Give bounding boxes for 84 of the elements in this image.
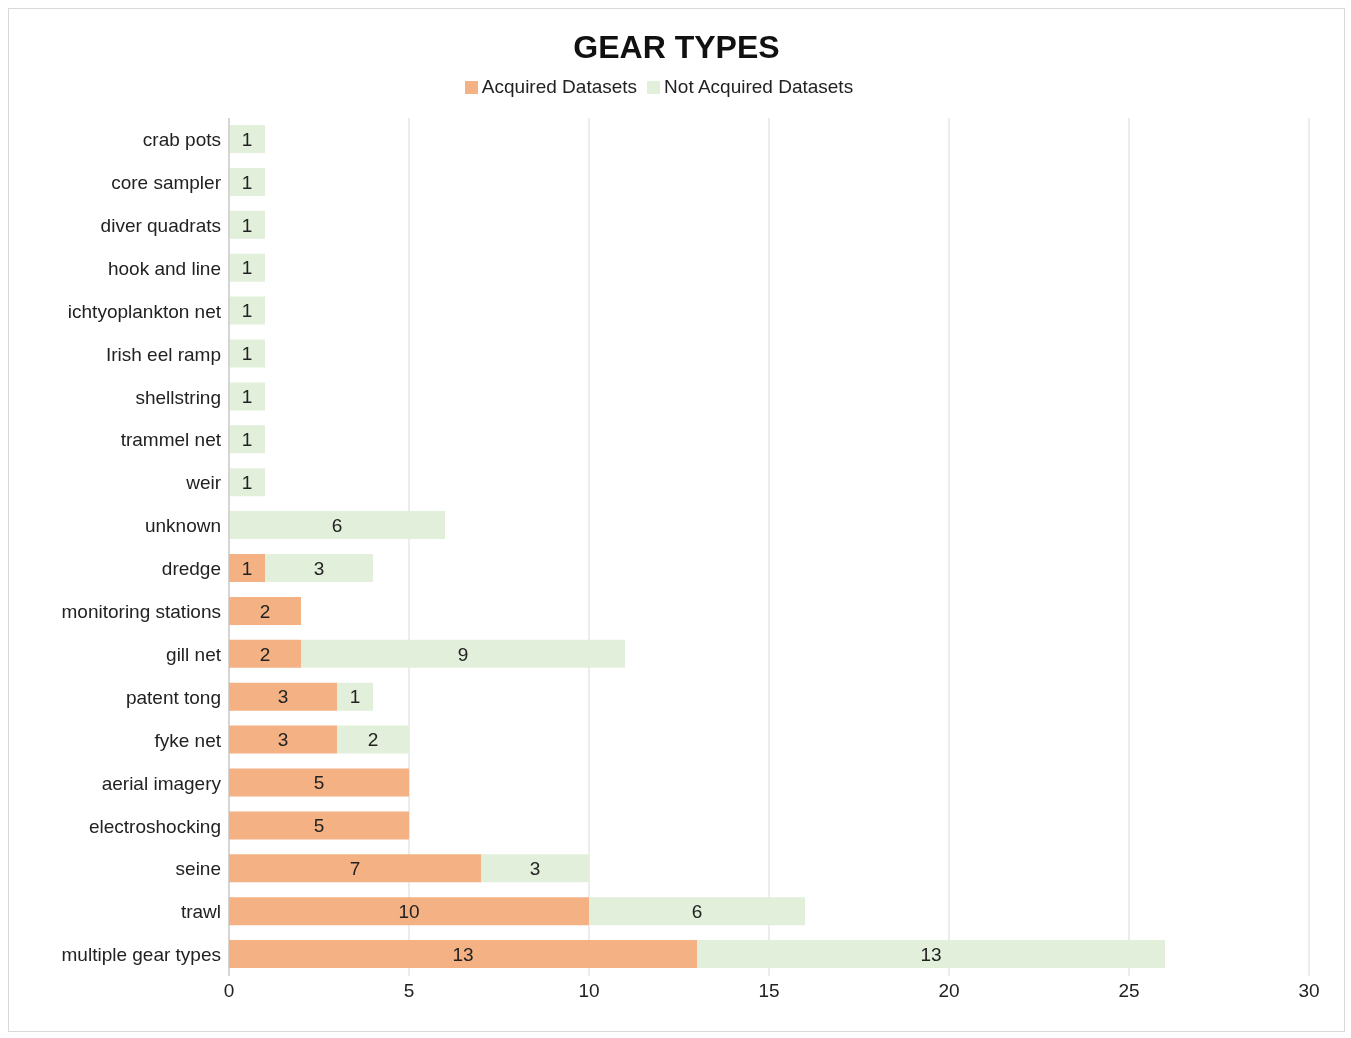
y-tick-label: aerial imagery [101,772,222,794]
y-tick-label: patent tong [125,686,221,708]
bar [481,854,589,883]
y-tick-label: dredge [161,558,221,580]
data-label: 10 [398,900,420,922]
data-label: 5 [313,772,325,794]
bar [229,167,265,196]
bar [229,768,409,797]
data-label: 1 [241,343,253,365]
bar [229,210,265,239]
data-label: 3 [277,686,289,708]
bar [229,425,265,454]
bar [229,554,265,582]
data-label: 1 [241,214,253,236]
y-tick-label: multiple gear types [61,944,221,966]
y-tick-label: unknown [144,515,221,537]
y-tick-label: electroshocking [88,815,221,837]
data-label: 1 [349,686,361,708]
y-tick-label: seine [175,858,221,880]
bar [589,897,805,926]
y-tick-label: hook and line [107,257,221,279]
data-label: 1 [241,557,253,579]
bar [229,854,481,883]
y-tick-label: ichtyoplankton net [67,300,222,322]
bar [229,382,265,411]
bar [229,253,265,282]
y-tick-label: diver quadrats [100,214,221,236]
y-tick-label: monitoring stations [61,601,221,623]
bar [229,897,589,926]
bar [229,339,265,368]
bar [337,682,373,711]
data-label: 6 [331,514,343,536]
bar [229,682,337,711]
y-tick-label: Irish eel ramp [105,343,221,365]
data-label: 1 [241,429,253,451]
bar [229,511,445,540]
bar [301,639,625,668]
x-tick-label: 10 [578,980,600,1002]
bar [265,554,373,582]
bar [229,940,697,969]
data-label: 13 [452,943,474,965]
y-tick-label: trawl [180,901,221,923]
data-label: 1 [241,257,253,279]
data-label: 1 [241,300,253,322]
legend-label: Not Acquired Datasets [664,76,854,97]
data-label: 7 [349,858,361,880]
data-label: 5 [313,815,325,837]
y-tick-label: fyke net [154,729,222,751]
y-tick-label: crab pots [142,129,221,151]
data-label: 2 [259,600,271,622]
bar [697,940,1165,969]
y-tick-label: weir [185,472,222,494]
data-label: 3 [277,729,289,751]
data-label: 3 [529,858,541,880]
data-label: 13 [920,943,942,965]
x-tick-label: 15 [758,980,780,1002]
bar [229,125,265,153]
y-tick-label: shellstring [135,386,221,408]
bar [229,596,301,625]
data-label: 1 [241,471,253,493]
x-tick-label: 25 [1118,980,1140,1002]
data-label: 2 [259,643,271,665]
data-label: 2 [367,729,379,751]
data-label: 9 [457,643,469,665]
x-tick-label: 0 [223,980,235,1002]
data-label: 6 [691,900,703,922]
data-label: 1 [241,386,253,408]
x-tick-label: 5 [403,980,415,1002]
y-tick-label: trammel net [120,429,222,451]
bar [229,725,337,754]
bar [229,811,409,840]
bar [229,639,301,668]
x-tick-label: 20 [938,980,960,1002]
legend-label: Acquired Datasets [481,76,638,97]
x-tick-label: 30 [1298,980,1320,1002]
y-tick-label: core sampler [111,172,222,194]
data-label: 3 [313,557,325,579]
bar [229,296,265,325]
bar [229,468,265,497]
y-tick-label: gill net [166,643,222,665]
data-label: 1 [241,128,253,150]
data-label: 1 [241,171,253,193]
bar [337,725,409,754]
chart-title: GEAR TYPES [572,29,781,66]
